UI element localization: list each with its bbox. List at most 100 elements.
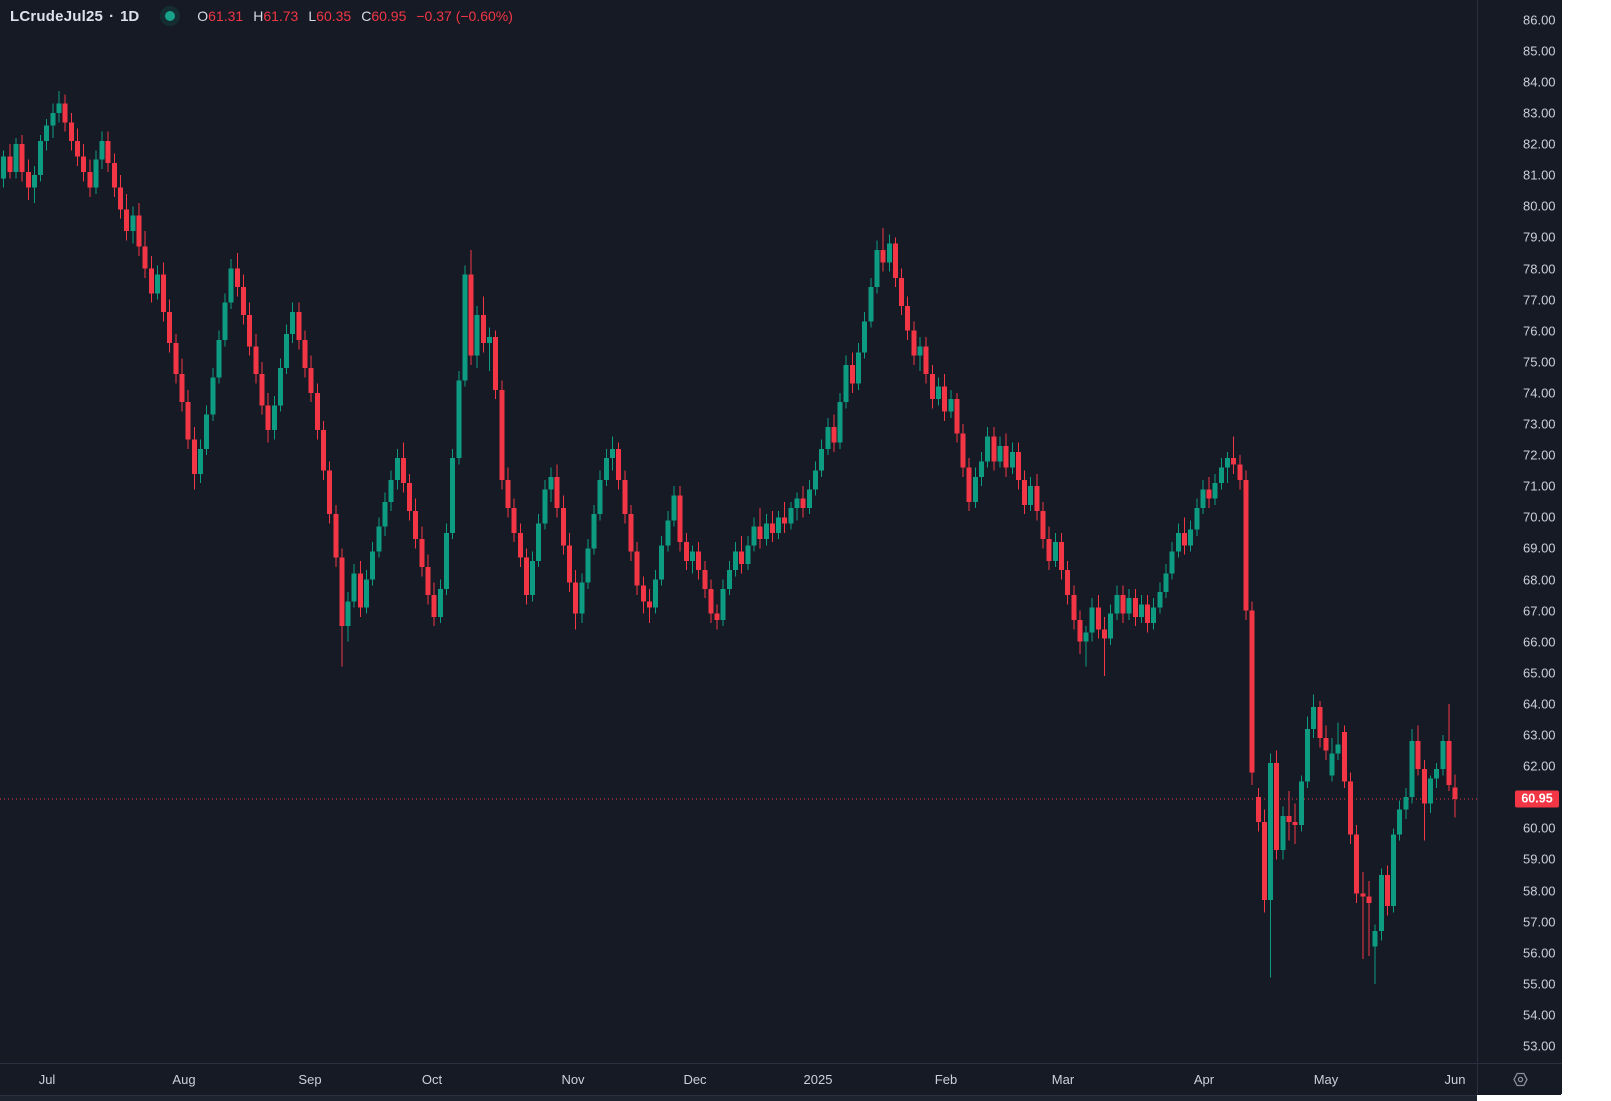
candle[interactable] [1304, 716, 1310, 788]
candle[interactable] [1169, 542, 1175, 580]
candle[interactable] [179, 358, 185, 412]
candle[interactable] [1132, 588, 1138, 627]
candle[interactable] [1446, 703, 1452, 791]
candle[interactable] [296, 302, 302, 350]
candle[interactable] [960, 424, 966, 477]
candle[interactable] [677, 486, 683, 552]
candle[interactable] [751, 517, 757, 552]
candle[interactable] [597, 470, 603, 521]
axis-settings-button[interactable] [1510, 1069, 1531, 1090]
candle[interactable] [634, 542, 640, 596]
candle[interactable] [1317, 700, 1323, 748]
candle[interactable] [197, 439, 203, 484]
candle[interactable] [87, 159, 93, 197]
candle[interactable] [1114, 585, 1120, 620]
candle[interactable] [38, 134, 44, 182]
candle[interactable] [628, 504, 634, 561]
candle[interactable] [862, 312, 868, 359]
candle[interactable] [942, 374, 948, 421]
candle[interactable] [683, 532, 689, 571]
candle[interactable] [351, 563, 357, 608]
candle[interactable] [1384, 865, 1390, 916]
candle[interactable] [991, 427, 997, 471]
candle[interactable] [1015, 442, 1021, 490]
candle[interactable] [74, 128, 80, 166]
candle[interactable] [204, 405, 210, 456]
candle[interactable] [357, 560, 363, 617]
candle[interactable] [1120, 585, 1126, 624]
candle[interactable] [271, 396, 277, 440]
candle[interactable] [1415, 725, 1421, 776]
candle[interactable] [437, 579, 443, 624]
candle[interactable] [118, 175, 123, 219]
candle[interactable] [314, 383, 320, 440]
candle[interactable] [1372, 924, 1378, 984]
candle[interactable] [782, 501, 788, 533]
candle[interactable] [665, 511, 671, 552]
candle[interactable] [603, 448, 609, 487]
candle[interactable] [1255, 787, 1261, 832]
candle[interactable] [800, 486, 806, 518]
candle[interactable] [161, 262, 167, 322]
candle[interactable] [788, 501, 794, 530]
candle[interactable] [806, 479, 812, 515]
candle[interactable] [702, 560, 708, 599]
candle[interactable] [640, 576, 646, 614]
candle[interactable] [511, 498, 517, 543]
candle[interactable] [1237, 455, 1243, 490]
candle[interactable] [1341, 725, 1347, 788]
candles-layer[interactable] [0, 91, 1458, 984]
candle[interactable] [1231, 436, 1237, 474]
candle[interactable] [1452, 774, 1458, 818]
candle[interactable] [1274, 750, 1280, 860]
candle[interactable] [554, 464, 560, 518]
candle[interactable] [394, 448, 400, 490]
candle[interactable] [1323, 725, 1329, 760]
candle[interactable] [241, 274, 246, 325]
candle[interactable] [1280, 806, 1286, 860]
candle[interactable] [1181, 517, 1187, 555]
candle[interactable] [911, 321, 917, 365]
candle[interactable] [228, 259, 234, 309]
candle[interactable] [259, 361, 265, 415]
candle[interactable] [1286, 790, 1292, 841]
candle[interactable] [1360, 871, 1366, 959]
candle[interactable] [929, 364, 935, 409]
candle[interactable] [1212, 473, 1218, 505]
candle[interactable] [874, 240, 880, 294]
candle[interactable] [345, 591, 351, 642]
candle[interactable] [413, 498, 419, 549]
candle[interactable] [1434, 762, 1440, 788]
candle[interactable] [1040, 501, 1046, 549]
candle[interactable] [50, 103, 56, 138]
candle[interactable] [13, 137, 19, 179]
candle[interactable] [480, 296, 486, 353]
time-axis[interactable]: Jul Aug Sep Oct Nov Dec 2025 Feb Mar Apr May Jun [0, 1063, 1477, 1096]
candle[interactable] [1403, 787, 1409, 819]
candle[interactable] [407, 473, 413, 521]
candle[interactable] [505, 467, 511, 518]
candle[interactable] [81, 144, 87, 182]
candle[interactable] [450, 448, 456, 540]
candle[interactable] [1065, 560, 1071, 605]
candle[interactable] [93, 150, 99, 194]
candle[interactable] [935, 377, 941, 406]
candle[interactable] [948, 389, 954, 418]
candle[interactable] [499, 380, 505, 490]
candle[interactable] [462, 265, 468, 387]
candle[interactable] [1335, 722, 1341, 760]
candle[interactable] [1089, 598, 1095, 642]
candle[interactable] [733, 542, 738, 577]
candle[interactable] [333, 504, 339, 568]
candle[interactable] [308, 355, 314, 403]
candle[interactable] [1261, 809, 1267, 913]
candle[interactable] [327, 461, 333, 524]
candle[interactable] [1046, 526, 1052, 571]
candle[interactable] [68, 113, 74, 151]
candle[interactable] [905, 296, 911, 341]
candle[interactable] [382, 492, 388, 536]
candle[interactable] [776, 511, 782, 540]
candle[interactable] [136, 203, 142, 257]
candle[interactable] [579, 573, 585, 624]
